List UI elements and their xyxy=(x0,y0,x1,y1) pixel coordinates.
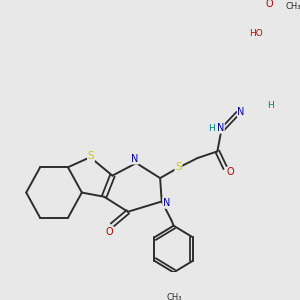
Text: N: N xyxy=(163,198,170,208)
Text: H: H xyxy=(267,101,274,110)
Text: O: O xyxy=(106,227,113,237)
Text: N: N xyxy=(217,123,224,133)
Text: CH₃: CH₃ xyxy=(167,293,182,300)
Text: H: H xyxy=(208,124,215,133)
Text: S: S xyxy=(175,162,182,172)
Text: HO: HO xyxy=(249,29,263,38)
Text: N: N xyxy=(131,154,138,164)
Text: N: N xyxy=(238,107,245,117)
Text: O: O xyxy=(266,0,274,9)
Text: CH₃: CH₃ xyxy=(286,2,300,11)
Text: S: S xyxy=(88,152,94,161)
Text: O: O xyxy=(226,167,234,177)
